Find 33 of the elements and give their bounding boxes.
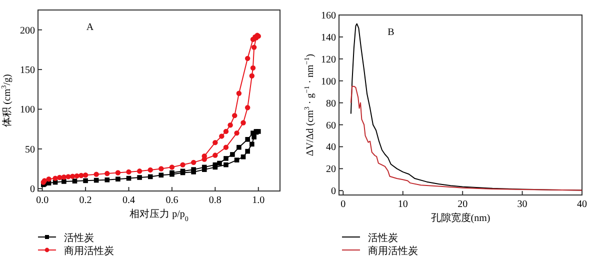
x-tick-label: 0.2: [79, 195, 92, 206]
y-tick-label: 60: [326, 120, 336, 132]
y-tick-label: 200: [20, 25, 35, 36]
annotation: A: [86, 22, 94, 33]
y-tick-label: 150: [20, 65, 35, 76]
y-tick-label: 160: [321, 10, 336, 22]
x-tick-label: 20: [458, 199, 468, 210]
x-tick-label: 0.4: [122, 195, 135, 206]
y-tick-label: 40: [326, 142, 336, 154]
y-tick-label: 20: [326, 164, 336, 176]
legend-label: 商用活性炭: [64, 245, 114, 257]
y-tick-label: 120: [321, 54, 336, 66]
y-tick-label: 80: [326, 98, 336, 110]
x-tick-label: 30: [517, 199, 528, 210]
y-tick-label: 0: [30, 184, 35, 196]
x-tick-label: 0.0: [36, 195, 49, 206]
x-axis-title: 孔隙宽度(nm): [430, 212, 490, 224]
y-tick-label: 100: [321, 76, 336, 88]
y-tick-label: 140: [321, 32, 336, 44]
legend-label: 活性炭: [368, 232, 398, 244]
x-axis-title: 相对压力 p/p$_{0}$: [130, 208, 189, 223]
y-tick-label: 50: [25, 144, 35, 156]
legend-label: 活性炭: [64, 232, 94, 244]
x-tick-label: 10: [398, 199, 408, 210]
y-tick-label: 0: [331, 186, 336, 198]
x-tick-label: 0: [340, 199, 346, 210]
x-tick-label: 0.8: [208, 195, 222, 206]
y-tick-label: 100: [20, 104, 35, 116]
x-tick-label: 1.0: [252, 195, 265, 206]
x-tick-label: 0.6: [166, 195, 178, 206]
annotation: B: [388, 27, 395, 38]
legend-label: 商用活性炭: [368, 245, 418, 257]
x-tick-label: 40: [577, 199, 587, 210]
